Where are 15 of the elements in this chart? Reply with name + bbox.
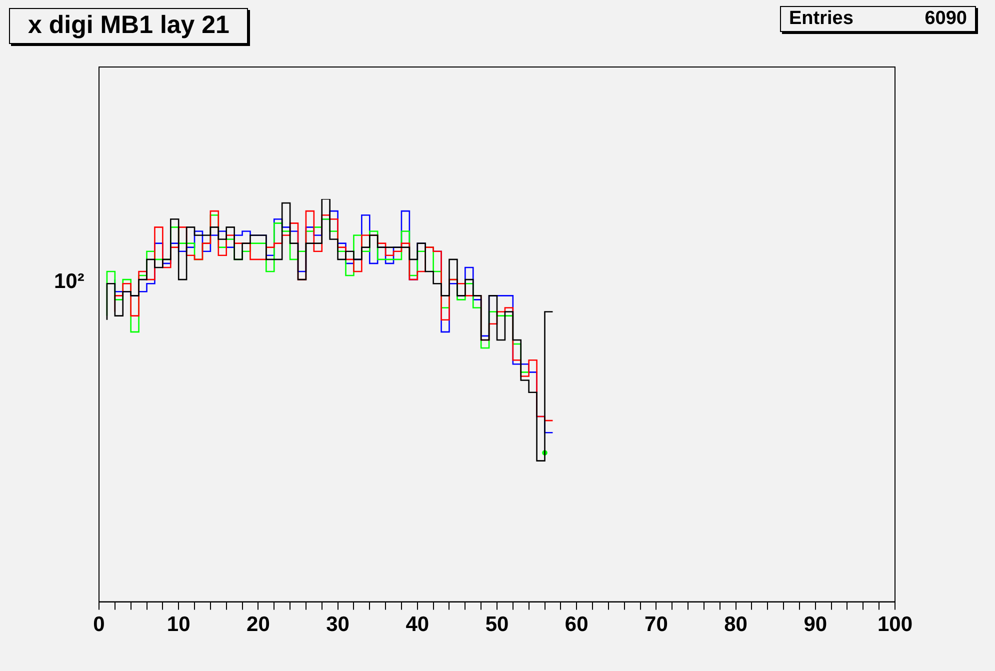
x-tick-label: 90 — [804, 613, 828, 636]
x-tick-label: 50 — [485, 613, 509, 636]
x-tick-label: 70 — [644, 613, 668, 636]
x-tick-label: 100 — [877, 613, 913, 636]
x-tick-label: 0 — [93, 613, 105, 636]
x-tick-label: 20 — [246, 613, 270, 636]
chart-title: x digi MB1 lay 21 — [9, 8, 248, 44]
text: 6090 — [924, 8, 967, 30]
text: Entries — [789, 8, 854, 30]
text: 10² — [54, 270, 84, 293]
x-tick-label: 10 — [166, 613, 190, 636]
x-tick-label: 60 — [564, 613, 588, 636]
x-tick-label: 80 — [724, 613, 748, 636]
x-tick-label: 30 — [326, 613, 350, 636]
x-tick-label: 40 — [406, 613, 430, 636]
